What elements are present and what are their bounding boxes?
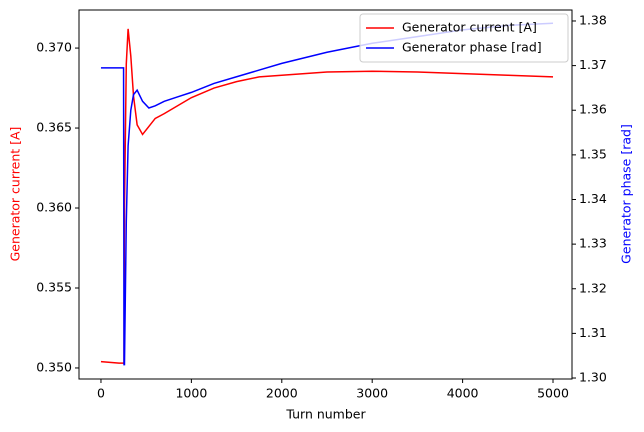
y2-tick-label: 1.35 bbox=[579, 146, 607, 161]
legend-label: Generator current [A] bbox=[402, 20, 537, 35]
x-axis-label: Turn number bbox=[285, 407, 366, 422]
y-tick-label: 0.360 bbox=[36, 200, 72, 215]
y2-tick-label: 1.32 bbox=[579, 280, 607, 295]
y2-tick-label: 1.34 bbox=[579, 191, 607, 206]
x-tick-label: 1000 bbox=[175, 386, 207, 401]
series-line bbox=[100, 22, 554, 366]
x-tick-label: 4000 bbox=[447, 386, 479, 401]
y-axis-label: Generator current [A] bbox=[8, 127, 23, 262]
x-tick-label: 0 bbox=[97, 386, 105, 401]
y-tick-label: 0.365 bbox=[36, 120, 72, 135]
y2-tick-label: 1.38 bbox=[579, 12, 607, 27]
x-tick-label: 3000 bbox=[356, 386, 388, 401]
legend-box bbox=[359, 13, 569, 63]
x-tick-label: 5000 bbox=[537, 386, 569, 401]
legend-label: Generator phase [rad] bbox=[402, 40, 542, 55]
y2-tick-label: 1.36 bbox=[579, 102, 607, 117]
y-tick-label: 0.370 bbox=[36, 40, 72, 55]
y2-axis-label: Generator phase [rad] bbox=[619, 124, 634, 264]
y-tick-label: 0.350 bbox=[36, 359, 72, 374]
y2-tick-label: 1.30 bbox=[579, 370, 607, 385]
y2-tick-label: 1.31 bbox=[579, 325, 607, 340]
y2-tick-label: 1.33 bbox=[579, 236, 607, 251]
y2-tick-label: 1.37 bbox=[579, 57, 607, 72]
plot-frame bbox=[78, 9, 573, 380]
y-tick-label: 0.355 bbox=[36, 279, 72, 294]
x-tick-label: 2000 bbox=[266, 386, 298, 401]
series-line bbox=[100, 28, 554, 364]
